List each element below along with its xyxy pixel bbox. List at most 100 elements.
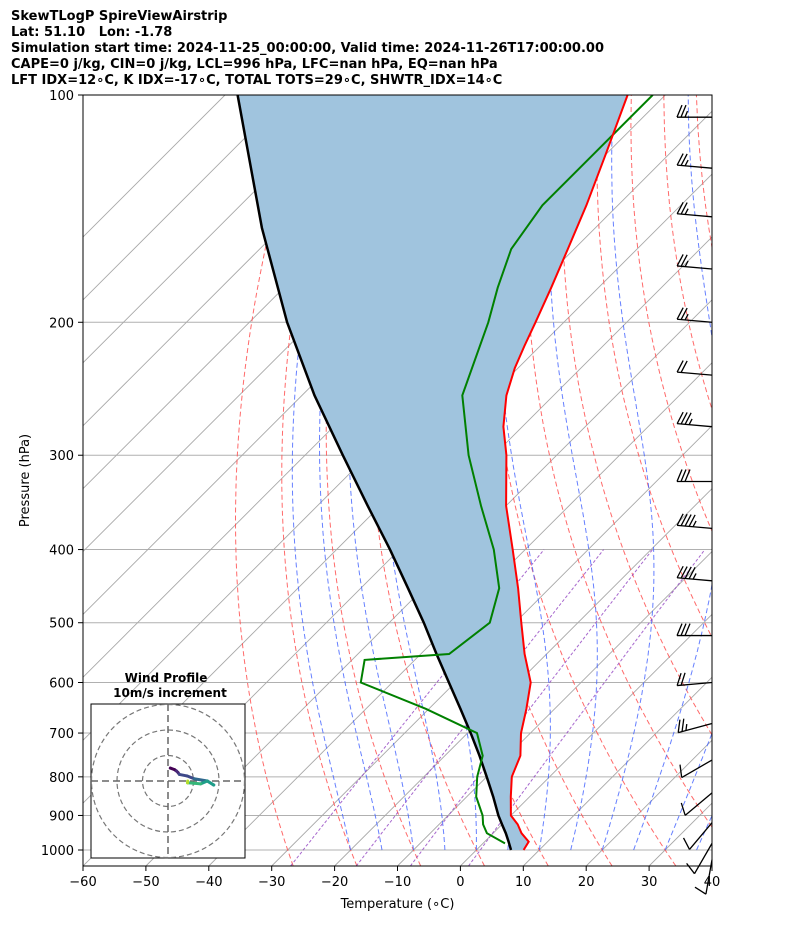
wind-barb (676, 360, 713, 376)
isotherm-gridline (397, 550, 712, 866)
wind-barb (676, 411, 713, 428)
barb-flag (684, 514, 692, 527)
barb-flag (694, 886, 707, 895)
x-tick-label: 40 (704, 875, 721, 890)
dry-adiabat (561, 95, 712, 736)
barb-flag (680, 360, 688, 373)
inset-title: Wind Profile (125, 671, 208, 685)
y-tick-label: 600 (49, 677, 74, 692)
moist-adiabat (728, 95, 794, 850)
barb-staff (693, 843, 713, 875)
wind-barb (676, 153, 713, 169)
cin-shading (237, 95, 628, 850)
barb-flag (676, 623, 683, 636)
wind-profile-inset: Wind Profile 10m/s increment (90, 671, 246, 859)
barb-staff (677, 422, 713, 428)
barb-staff (677, 164, 713, 169)
wind-barb (694, 859, 713, 895)
barb-flag (677, 719, 681, 733)
mixing-ratio-line (290, 549, 545, 866)
mixing-ratio-line (355, 549, 604, 866)
x-tick-label: −60 (69, 875, 96, 890)
barb-flag (680, 202, 688, 215)
isotherm-gridline (585, 739, 712, 866)
barb-flag (686, 862, 696, 875)
barb-flag (676, 254, 684, 267)
wind-barb (676, 565, 713, 582)
x-tick-label: 10 (515, 875, 532, 890)
x-tick-label: −10 (384, 875, 411, 890)
x-axis-label: Temperature (∘C) (340, 897, 455, 912)
barb-half-flag (685, 724, 688, 731)
chart-header: SkewTLogP SpireViewAirstrip Lat: 51.10 L… (11, 9, 604, 89)
chart-title: SkewTLogP SpireViewAirstrip (11, 9, 228, 24)
barb-staff (705, 859, 713, 895)
barb-flag (680, 802, 686, 816)
wind-barb (676, 254, 713, 270)
barb-staff (677, 213, 713, 218)
barb-flag (684, 566, 692, 579)
moist-adiabat (548, 95, 598, 851)
isotherm-gridline (83, 110, 712, 741)
x-tick-label: −30 (258, 875, 285, 890)
wind-barb (686, 843, 713, 875)
barb-flag (680, 623, 687, 636)
hodograph-ring (90, 703, 246, 859)
wind-barb (676, 201, 713, 218)
dewpoint-line (359, 95, 654, 845)
dry-adiabat (596, 95, 712, 639)
inset-subtitle: 10m/s increment (113, 686, 227, 700)
y-tick-label: 700 (49, 727, 74, 742)
barb-flag (688, 566, 696, 580)
barb-flag (684, 469, 691, 482)
moist-adiabat (601, 95, 655, 851)
valid-time-text: Simulation start time: 2024-11-25_00:00:… (11, 41, 604, 56)
axes: −60 −50 −40 −30 −20 −10 0 10 20 30 40 100 200 300 400 5… (18, 89, 720, 912)
x-tick-label: −40 (195, 875, 222, 890)
isotherm-gridline (83, 95, 352, 364)
barb-half-flag (684, 110, 689, 118)
x-tick-label: 30 (641, 875, 658, 890)
indices-text: LFT IDX=12∘C, K IDX=-17∘C, TOTAL TOTS=29… (11, 73, 503, 88)
temperature-line (502, 95, 629, 851)
mixing-ratio-line (468, 549, 706, 866)
barb-flag (680, 469, 687, 482)
wind-barb (676, 104, 712, 118)
x-tick-label: −20 (321, 875, 348, 890)
wind-barbs (676, 104, 713, 895)
barb-staff (677, 577, 713, 582)
moist-adiabat (291, 95, 352, 851)
isotherm-gridline (648, 802, 712, 866)
wind-barb (680, 792, 713, 816)
barb-flag (680, 672, 686, 686)
barb-flag (676, 104, 683, 118)
barb-staff (677, 318, 713, 323)
dry-adiabat (762, 95, 794, 866)
barb-staff (677, 371, 713, 376)
y-axis-label: Pressure (hPa) (18, 434, 33, 527)
x-tick-label: −50 (132, 875, 159, 890)
data-lines (236, 95, 654, 851)
wind-barb (682, 822, 713, 850)
barb-flag (676, 565, 684, 579)
barb-flag (680, 513, 688, 526)
barb-staff (677, 265, 713, 270)
barb-half-flag (684, 260, 689, 267)
barb-flag (676, 153, 684, 166)
wind-barb (677, 718, 713, 734)
barb-flag (680, 566, 688, 579)
dry-adiabat (368, 95, 485, 866)
wind-barb (676, 623, 712, 637)
x-tick-label: 20 (578, 875, 595, 890)
barb-flag (680, 254, 688, 267)
barb-half-flag (684, 159, 689, 167)
isotherm-gridline (208, 362, 712, 866)
barb-half-flag (688, 418, 693, 425)
y-tick-label: 400 (49, 544, 74, 559)
parcel-profile-line (236, 95, 513, 851)
dry-adiabat (663, 95, 712, 411)
isotherm-gridline (83, 95, 289, 301)
isotherm-gridline (334, 487, 712, 866)
barb-flag (680, 153, 688, 166)
barb-staff (681, 759, 713, 779)
